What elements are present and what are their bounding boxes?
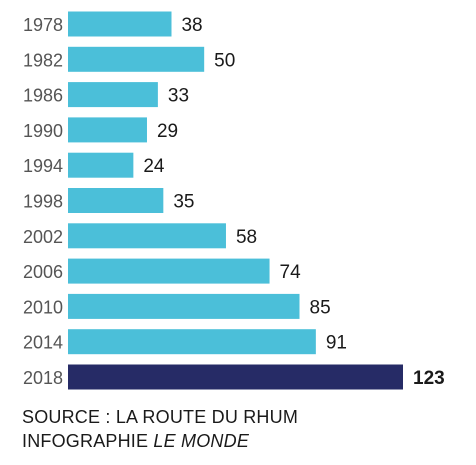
bar — [68, 152, 134, 178]
category-label: 2006 — [23, 262, 63, 282]
value-label: 29 — [157, 121, 178, 142]
bar — [68, 293, 300, 319]
bar — [68, 46, 205, 72]
category-label: 2002 — [23, 227, 63, 247]
value-label: 38 — [181, 15, 202, 36]
value-label: 85 — [310, 297, 331, 318]
value-label: 24 — [143, 156, 165, 177]
category-label: 1978 — [23, 15, 63, 35]
value-label: 123 — [413, 368, 445, 389]
value-label: 33 — [168, 86, 189, 107]
bar — [68, 188, 164, 213]
bar — [68, 223, 226, 249]
value-label: 58 — [236, 227, 257, 248]
bar — [68, 364, 403, 390]
bar — [68, 82, 158, 108]
source-line: SOURCE : LA ROUTE DU RHUM — [22, 407, 299, 427]
value-label: 74 — [280, 262, 302, 283]
bar — [68, 11, 172, 37]
category-label: 2010 — [23, 297, 63, 317]
credit-line: INFOGRAPHIE LE MONDE — [22, 430, 249, 452]
bar — [68, 329, 316, 355]
category-label: 2014 — [23, 333, 63, 353]
category-label: 2018 — [23, 368, 63, 388]
category-label: 1982 — [23, 50, 63, 70]
value-label: 35 — [173, 192, 194, 213]
value-label: 91 — [326, 333, 347, 354]
credit-prefix: INFOGRAPHIE — [22, 431, 154, 451]
bar — [68, 258, 270, 284]
category-label: 1986 — [23, 86, 63, 106]
category-label: 1990 — [23, 121, 63, 141]
category-label: 1998 — [23, 192, 63, 212]
value-label: 50 — [214, 50, 235, 71]
bar — [68, 117, 147, 143]
bar-chart: 1978 38 1982 50 1986 33 1990 29 1994 24 1998 35 2002… — [23, 11, 445, 390]
category-label: 1994 — [23, 156, 63, 176]
credit-publication: LE MONDE — [153, 431, 250, 451]
